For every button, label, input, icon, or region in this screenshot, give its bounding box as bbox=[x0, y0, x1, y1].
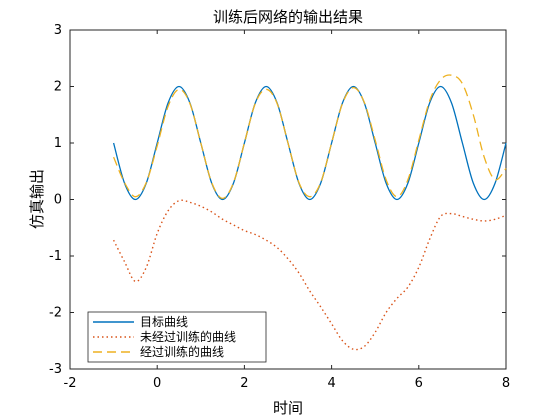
y-axis: 3 2 1 0 -1 -2 -3 bbox=[49, 23, 506, 377]
y-tick-label: 1 bbox=[54, 136, 62, 151]
series-line-trained bbox=[113, 74, 507, 200]
y-axis-title: 仿真输出 bbox=[28, 169, 46, 229]
y-tick-label: -1 bbox=[49, 249, 62, 264]
x-tick-label: 8 bbox=[502, 376, 510, 391]
legend-label-trained: 经过训练的曲线 bbox=[140, 344, 224, 359]
x-tick-label: 2 bbox=[240, 376, 248, 391]
x-axis: -2 0 2 4 6 8 bbox=[64, 30, 510, 391]
y-tick-label: -3 bbox=[49, 362, 62, 377]
series-line-target bbox=[112, 85, 507, 201]
legend-box bbox=[87, 311, 267, 363]
legend-label-target: 目标曲线 bbox=[140, 315, 188, 329]
chart-title: 训练后网络的输出结果 bbox=[213, 8, 363, 26]
x-tick-label: 6 bbox=[415, 376, 423, 391]
legend: 目标曲线 未经过训练的曲线 经过训练的曲线 bbox=[87, 311, 267, 363]
x-tick-label: -2 bbox=[64, 376, 77, 391]
y-tick-label: 3 bbox=[54, 23, 62, 38]
x-tick-label: 4 bbox=[327, 376, 335, 391]
x-tick-label: 0 bbox=[153, 376, 161, 391]
series-layer bbox=[112, 74, 507, 351]
y-tick-label: 2 bbox=[54, 80, 62, 95]
y-tick-label: 0 bbox=[54, 193, 62, 208]
legend-label-untrained: 未经过训练的曲线 bbox=[140, 329, 236, 344]
x-axis-title: 时间 bbox=[273, 399, 303, 417]
y-tick-label: -2 bbox=[49, 306, 62, 321]
